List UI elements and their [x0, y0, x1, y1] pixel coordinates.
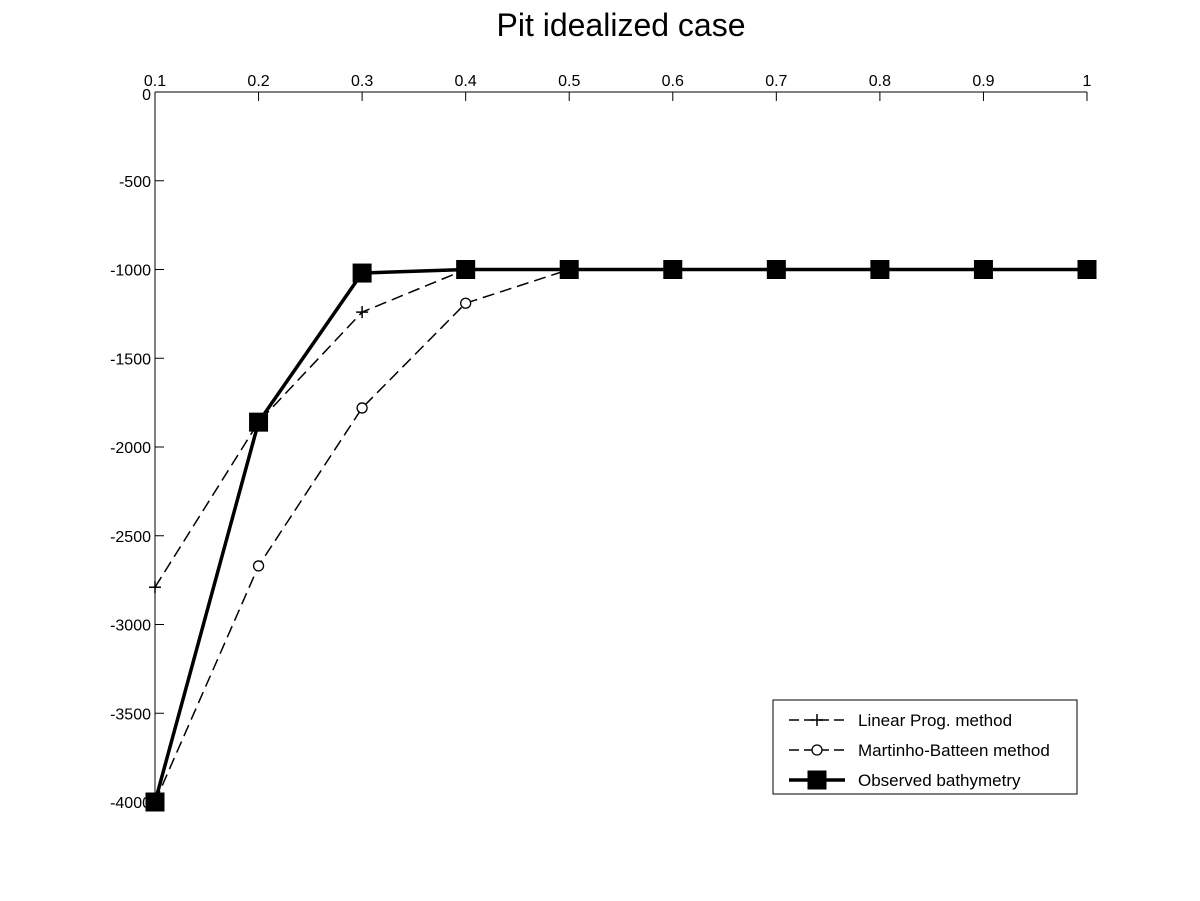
x-tick-label: 1 — [1083, 73, 1092, 90]
legend-label-2: Observed bathymetry — [858, 771, 1021, 790]
y-tick-label: 0 — [142, 87, 151, 104]
x-tick-label: 0.7 — [765, 73, 787, 90]
legend-marker-1 — [811, 744, 823, 756]
data-point-2-4 — [559, 260, 579, 279]
x-tick-label: 0.4 — [455, 73, 477, 90]
legend-marker-2 — [807, 770, 827, 790]
y-tick-label: -2000 — [110, 440, 151, 457]
data-point-1-3 — [460, 297, 472, 309]
data-point-2-2 — [352, 263, 372, 283]
plot-series — [145, 260, 1097, 812]
legend-label-0: Linear Prog. method — [858, 711, 1012, 730]
data-point-2-8 — [973, 260, 993, 279]
y-tick-label: -1000 — [110, 263, 151, 280]
data-point-2-9 — [1077, 260, 1097, 279]
y-tick-label: -3000 — [110, 618, 151, 635]
data-point-0-0 — [149, 581, 161, 594]
legend: Linear Prog. method Martinho-Batteen meth… — [772, 699, 1078, 795]
legend-label-1: Martinho-Batteen method — [858, 741, 1050, 760]
legend-marker-0 — [811, 714, 823, 726]
x-tick-label: 0.9 — [972, 73, 994, 90]
data-point-1-1 — [252, 560, 265, 572]
series-line-0 — [154, 268, 1087, 588]
data-point-2-0 — [145, 792, 165, 812]
y-tick-label: -2500 — [110, 529, 151, 546]
x-tick-label: 0.6 — [662, 73, 684, 90]
data-point-2-6 — [766, 260, 786, 279]
data-point-2-3 — [456, 260, 476, 279]
y-tick-label: -1500 — [110, 351, 151, 368]
axes: 0.1 0.2 0.3 0.4 0.5 0.6 0.7 0.8 0.9 1 0 -500 -1000 -1… — [110, 73, 1091, 812]
data-point-1-2 — [356, 402, 368, 414]
y-tick-label: -4000 — [110, 795, 151, 812]
series-2 — [145, 260, 1097, 812]
data-point-0-2 — [356, 306, 369, 319]
y-tick-label: -500 — [119, 174, 151, 191]
y-tick-label: -3500 — [110, 706, 151, 723]
chart-title: Pit idealized case — [496, 7, 745, 43]
x-tick-label: 0.5 — [558, 73, 580, 90]
data-point-2-1 — [249, 412, 269, 432]
series-0 — [149, 263, 1093, 594]
x-tick-label: 0.1 — [144, 73, 166, 90]
x-tick-label: 0.8 — [869, 73, 891, 90]
data-point-2-7 — [870, 260, 890, 279]
x-tick-label: 0.2 — [247, 73, 269, 90]
series-line-2 — [153, 267, 1087, 803]
x-tick-label: 0.3 — [351, 73, 373, 90]
data-point-2-5 — [663, 260, 683, 279]
